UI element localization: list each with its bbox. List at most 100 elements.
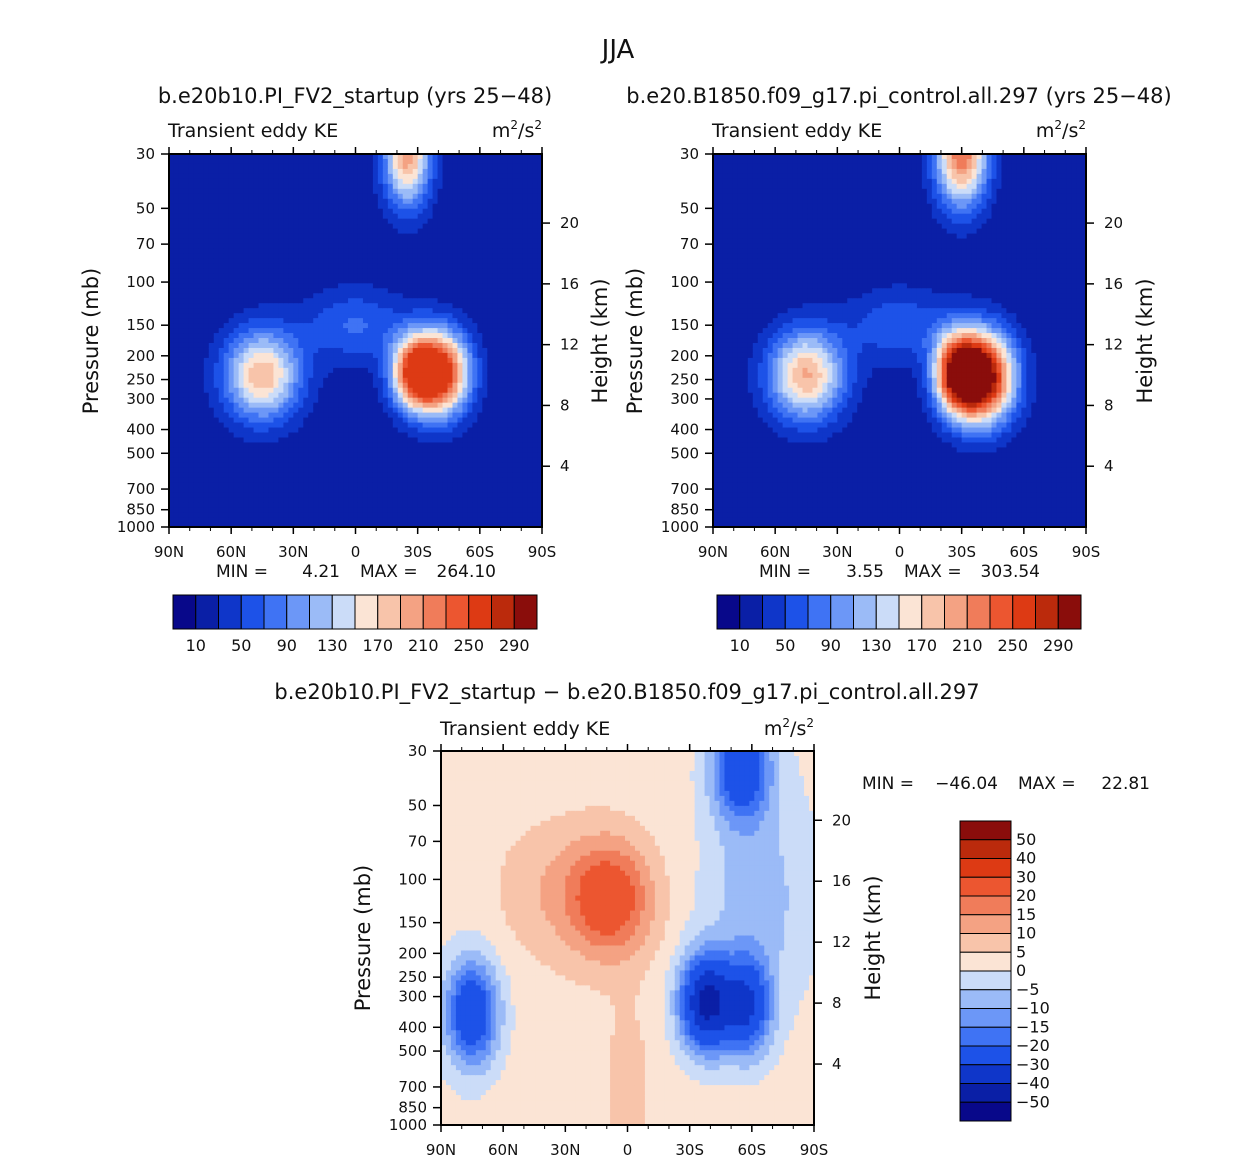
field-cell bbox=[427, 397, 434, 404]
field-cell bbox=[442, 318, 449, 324]
field-cell bbox=[377, 367, 384, 374]
field-cell bbox=[348, 228, 354, 235]
field-cell bbox=[338, 198, 344, 205]
field-cell bbox=[387, 377, 394, 384]
field-cell bbox=[492, 218, 498, 225]
field-cell bbox=[333, 412, 339, 419]
field-cell bbox=[173, 402, 180, 409]
field-cell bbox=[268, 163, 275, 170]
field-cell bbox=[323, 243, 329, 250]
field-cell bbox=[248, 467, 255, 473]
field-cell bbox=[427, 427, 434, 434]
field-cell bbox=[467, 308, 473, 314]
field-cell bbox=[203, 258, 210, 265]
field-cell bbox=[472, 183, 478, 190]
field-cell bbox=[203, 313, 210, 319]
field-cell bbox=[482, 392, 488, 399]
field-cell bbox=[377, 283, 384, 289]
field-cell bbox=[348, 198, 354, 205]
field-cell bbox=[362, 243, 369, 250]
field-cell bbox=[208, 168, 215, 175]
field-cell bbox=[487, 253, 493, 260]
field-cell bbox=[328, 253, 334, 260]
field-cell bbox=[178, 318, 185, 324]
field-cell bbox=[223, 342, 230, 349]
field-cell bbox=[462, 268, 468, 274]
field-cell bbox=[367, 213, 374, 220]
field-cell bbox=[462, 407, 468, 414]
field-cell bbox=[203, 248, 210, 255]
field-cell bbox=[492, 412, 498, 419]
field-cell bbox=[407, 387, 414, 394]
field-cell bbox=[402, 218, 409, 225]
field-cell bbox=[268, 367, 275, 374]
field-cell bbox=[223, 352, 230, 359]
field-cell bbox=[183, 387, 190, 394]
field-cell bbox=[482, 502, 488, 508]
field-cell bbox=[303, 407, 309, 414]
field-cell bbox=[407, 422, 414, 429]
field-cell bbox=[462, 472, 468, 478]
field-cell bbox=[323, 477, 329, 483]
field-cell bbox=[397, 367, 404, 374]
field-cell bbox=[382, 308, 389, 314]
field-cell bbox=[313, 497, 319, 503]
field-cell bbox=[263, 323, 270, 329]
field-cell bbox=[258, 238, 265, 245]
field-cell bbox=[208, 382, 215, 389]
field-cell bbox=[357, 352, 364, 359]
field-cell bbox=[338, 507, 344, 513]
field-cell bbox=[462, 243, 468, 250]
field-cell bbox=[492, 482, 498, 488]
field-cell bbox=[477, 328, 483, 334]
field-cell bbox=[348, 318, 354, 324]
field-cell bbox=[362, 422, 369, 429]
field-cell bbox=[173, 477, 180, 483]
field-cell bbox=[218, 407, 225, 414]
field-cell bbox=[402, 208, 409, 215]
field-cell bbox=[263, 228, 270, 235]
field-cell bbox=[288, 372, 294, 379]
field-cell bbox=[323, 328, 329, 334]
field-cell bbox=[308, 497, 314, 503]
field-cell bbox=[318, 263, 324, 269]
field-cell bbox=[208, 208, 215, 215]
field-cell bbox=[367, 288, 374, 294]
field-cell bbox=[228, 442, 235, 449]
field-cell bbox=[427, 173, 434, 180]
max-value: 264.10 bbox=[437, 562, 496, 582]
field-cell bbox=[372, 497, 379, 503]
field-cell bbox=[328, 323, 334, 329]
field-cell bbox=[372, 278, 379, 284]
field-cell bbox=[422, 402, 429, 409]
field-cell bbox=[318, 407, 324, 414]
field-cell bbox=[407, 154, 414, 160]
field-cell bbox=[477, 442, 483, 449]
field-cell bbox=[268, 223, 275, 230]
field-cell bbox=[487, 258, 493, 265]
field-cell bbox=[298, 472, 304, 478]
field-cell bbox=[437, 228, 444, 235]
field-cell bbox=[278, 193, 284, 200]
field-cell bbox=[367, 397, 374, 404]
field-cell bbox=[392, 342, 399, 349]
field-cell bbox=[203, 372, 210, 379]
field-cell bbox=[382, 328, 389, 334]
field-cell bbox=[263, 477, 270, 483]
field-cell bbox=[457, 447, 464, 453]
field-cell bbox=[457, 203, 464, 210]
field-cell bbox=[462, 432, 468, 439]
field-cell bbox=[348, 417, 354, 424]
field-cell bbox=[258, 263, 265, 269]
field-cell bbox=[412, 338, 419, 344]
field-cell bbox=[238, 472, 245, 478]
field-cell bbox=[238, 268, 245, 274]
field-cell bbox=[293, 352, 299, 359]
field-cell bbox=[208, 328, 215, 334]
field-cell bbox=[173, 288, 180, 294]
field-cell bbox=[203, 382, 210, 389]
field-cell bbox=[213, 203, 220, 210]
field-cell bbox=[372, 422, 379, 429]
field-cell bbox=[273, 263, 280, 269]
field-cell bbox=[173, 362, 180, 369]
